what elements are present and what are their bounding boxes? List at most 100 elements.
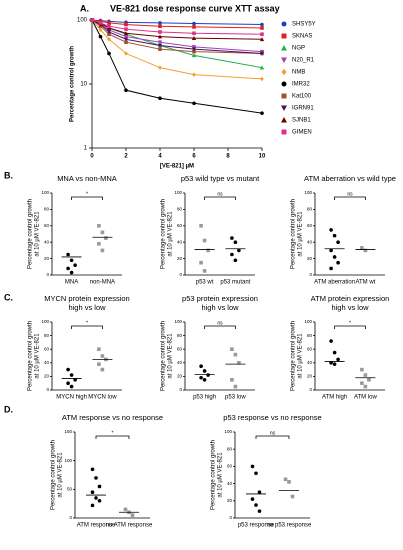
data-point (192, 31, 196, 36)
significance-label: * (86, 191, 88, 197)
chart-title: ATM protein expression (311, 294, 390, 303)
data-point (230, 252, 234, 257)
x-tick-label: MYCN high (56, 395, 87, 401)
data-point (90, 18, 94, 22)
x-tick-label: 0 (90, 154, 94, 160)
data-point (69, 373, 74, 377)
x-tick-label: 2 (124, 154, 128, 160)
data-point (250, 497, 255, 501)
legend-label: NMB (292, 70, 305, 76)
panel-label: B. (4, 170, 13, 180)
data-point (123, 37, 129, 42)
x-tick-label: 8 (226, 154, 230, 160)
data-point (90, 467, 95, 472)
x-tick-label: p53 high (193, 395, 216, 401)
data-point (199, 375, 203, 380)
chart-title: MNA vs non-MNA (57, 174, 117, 183)
x-tick-label: 6 (192, 154, 196, 160)
data-point (259, 65, 265, 70)
data-point (254, 471, 258, 476)
data-point (73, 378, 77, 382)
data-point (104, 236, 108, 240)
data-point (202, 369, 207, 373)
y-tick-label: 100 (77, 18, 88, 24)
significance-label: * (112, 430, 114, 436)
y-tick-label: 80 (307, 333, 313, 338)
y-tick-label: 100 (64, 458, 72, 463)
x-tick-label: MYCN low (88, 395, 117, 401)
y-tick-label: 40 (177, 360, 183, 365)
data-point (259, 51, 265, 56)
legend-marker (281, 21, 287, 27)
data-point (158, 21, 162, 25)
y-tick-label: 0 (309, 272, 312, 277)
data-point (257, 490, 262, 495)
data-point (191, 47, 197, 52)
y-tick-label: 60 (44, 346, 50, 351)
y-tick-label: 20 (44, 256, 50, 261)
data-point (233, 258, 238, 263)
chart-title: high vs low (331, 303, 369, 312)
y-axis-label: at 10 µM VE-821 (298, 211, 304, 257)
data-point (260, 32, 264, 36)
x-tick-label: ATM aberration (314, 280, 355, 286)
y-tick-label: 0 (179, 272, 182, 277)
chart-title: high vs low (68, 303, 106, 312)
data-point (130, 513, 135, 517)
data-point (123, 34, 129, 39)
data-point (69, 258, 74, 263)
data-point (107, 51, 111, 56)
chart-title: ATM aberration vs wild type (304, 174, 396, 183)
y-tick-label: 40 (44, 360, 50, 365)
data-point (206, 373, 210, 377)
data-point (158, 47, 162, 51)
y-axis-label: Percentage control growth (28, 199, 34, 269)
data-point (158, 96, 162, 100)
data-point (66, 252, 70, 257)
data-point (192, 21, 196, 26)
data-point (158, 24, 162, 29)
data-point (259, 37, 265, 42)
data-point (158, 65, 162, 71)
y-tick-label: 40 (177, 239, 183, 244)
x-axis-label: [VE-821] µM (160, 164, 194, 170)
data-point (360, 381, 364, 385)
legend-marker (281, 68, 287, 76)
data-point (332, 362, 337, 366)
data-point (100, 230, 105, 235)
y-tick-label: 150 (64, 429, 72, 434)
y-tick-label: 50 (67, 487, 73, 492)
axes (314, 322, 385, 391)
y-tick-label: 20 (227, 498, 233, 503)
axes (184, 193, 255, 276)
legend-marker (281, 93, 287, 99)
data-point (329, 228, 333, 232)
data-point (107, 21, 111, 25)
x-tick-label: p53 wt (196, 280, 214, 286)
y-tick-label: 40 (44, 239, 50, 244)
data-point (191, 53, 197, 58)
y-axis-label: Percentage control growth (51, 440, 57, 510)
significance-label: * (349, 320, 351, 326)
data-point (332, 255, 337, 259)
y-tick-label: 100 (174, 190, 182, 195)
y-tick-label: 100 (41, 319, 49, 324)
data-point (100, 367, 105, 372)
series-line (91, 19, 263, 54)
data-point (336, 260, 340, 265)
legend-marker (281, 33, 287, 39)
data-point (202, 378, 207, 382)
y-tick-label: 100 (224, 429, 232, 434)
axes (51, 193, 122, 276)
legend-marker (281, 105, 287, 111)
y-axis-label: at 10 µM VE-821 (218, 452, 224, 498)
legend-label: SJNB1 (292, 118, 311, 124)
x-tick-label: ATM low (354, 395, 378, 401)
data-point (336, 357, 340, 362)
data-point (97, 484, 102, 489)
data-point (332, 350, 337, 355)
data-point (329, 266, 333, 271)
significance-bracket (71, 325, 103, 329)
data-point (257, 509, 262, 513)
chart-title: MYCN protein expression (44, 294, 129, 303)
